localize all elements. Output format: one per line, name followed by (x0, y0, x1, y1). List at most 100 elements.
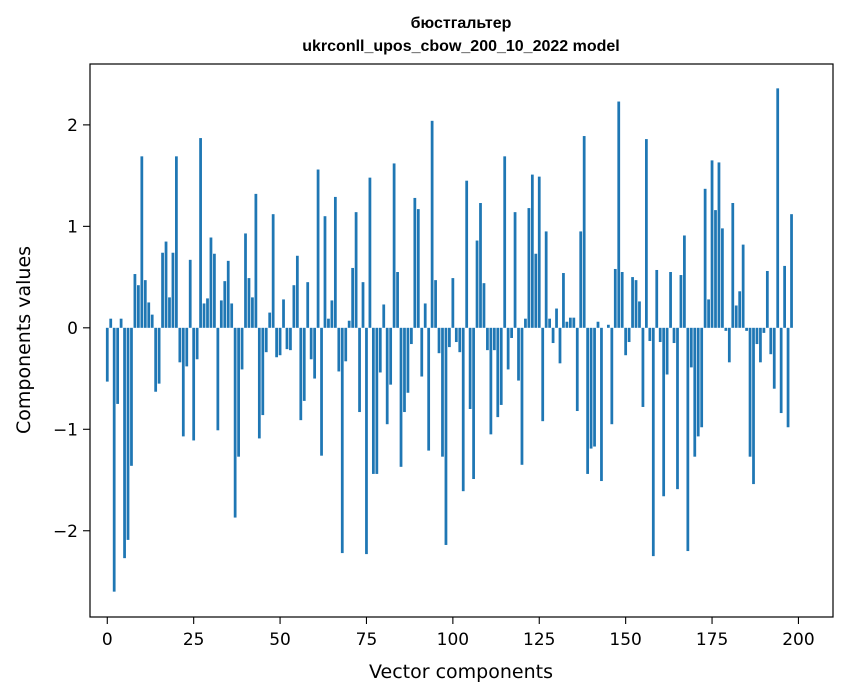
bar-74 (361, 282, 365, 328)
bar-73 (358, 327, 361, 413)
x-tick-label-3: 75 (356, 630, 378, 650)
bar-43 (254, 193, 258, 328)
bar-84 (396, 272, 399, 328)
bar-60 (313, 327, 317, 379)
bar-51 (282, 299, 285, 328)
bar-66 (333, 196, 337, 328)
bar-77 (371, 327, 375, 474)
bar-24 (188, 259, 192, 328)
bar-96 (437, 327, 441, 354)
bar-107 (475, 240, 479, 328)
bar-87 (406, 327, 410, 393)
bar-175 (710, 160, 714, 328)
y-axis-label: Components values (13, 246, 35, 434)
y-tick-label-1: −1 (53, 420, 78, 440)
bar-174 (707, 299, 710, 328)
bar-100 (451, 278, 455, 328)
bar-122 (527, 208, 531, 328)
bar-150 (624, 327, 628, 356)
bar-68 (340, 327, 344, 554)
bar-53 (289, 327, 292, 351)
bar-93 (427, 327, 431, 451)
bar-97 (441, 327, 444, 457)
bar-22 (181, 327, 185, 437)
bar-65 (330, 300, 334, 328)
bar-142 (596, 321, 600, 328)
bar-179 (724, 327, 728, 331)
bar-series (105, 88, 793, 592)
x-tick-label-8: 200 (782, 630, 814, 650)
bar-88 (410, 327, 413, 345)
bar-36 (230, 303, 234, 328)
bar-81 (385, 327, 389, 425)
bar-140 (589, 327, 593, 449)
bar-139 (586, 327, 590, 474)
x-tick-label-4: 100 (437, 630, 469, 650)
bar-128 (548, 318, 551, 328)
bar-177 (717, 162, 721, 328)
chart-title-line1: бюстгальтер (411, 15, 512, 32)
bar-141 (593, 327, 596, 447)
bar-193 (772, 327, 776, 389)
bar-101 (454, 327, 458, 343)
bar-59 (309, 327, 313, 360)
bar-127 (544, 231, 548, 328)
bar-137 (579, 231, 583, 328)
x-tick-label-5: 125 (523, 630, 555, 650)
bar-50 (278, 327, 282, 356)
bar-171 (696, 327, 700, 437)
bar-160 (658, 327, 662, 343)
bar-30 (209, 237, 213, 328)
x-tick-label-0: 0 (102, 630, 113, 650)
bar-159 (655, 269, 659, 328)
bar-21 (178, 327, 182, 363)
bar-25 (192, 327, 196, 441)
bar-75 (365, 327, 368, 555)
bar-162 (665, 327, 669, 375)
bar-52 (285, 327, 289, 350)
bar-108 (479, 203, 482, 328)
x-tick-label-6: 150 (609, 630, 641, 650)
bar-12 (147, 302, 151, 328)
bar-133 (565, 321, 569, 328)
bar-39 (240, 327, 244, 370)
bar-47 (268, 312, 272, 328)
bar-70 (347, 320, 351, 328)
bar-145 (606, 324, 610, 328)
bar-26 (195, 327, 199, 360)
bar-13 (150, 314, 154, 328)
y-axis-ticks: −2 −1 0 1 2 (53, 116, 90, 542)
bar-5 (123, 327, 126, 559)
bar-156 (645, 139, 648, 328)
bar-19 (171, 252, 175, 328)
x-axis-label: Vector components (369, 661, 553, 683)
y-tick-label-2: 0 (67, 319, 78, 339)
bar-173 (703, 188, 707, 328)
bar-189 (759, 327, 762, 363)
bar-37 (233, 327, 237, 518)
bar-38 (237, 327, 240, 457)
bar-40 (244, 233, 247, 328)
bar-27 (199, 138, 202, 328)
bar-46 (264, 327, 268, 353)
bar-83 (392, 163, 396, 328)
bar-153 (634, 280, 638, 328)
bar-180 (727, 327, 731, 363)
bar-3 (116, 327, 120, 404)
bar-185 (745, 327, 748, 331)
bar-190 (762, 327, 766, 333)
bar-82 (389, 327, 393, 385)
bar-35 (226, 260, 230, 328)
bar-170 (693, 327, 697, 457)
bar-184 (741, 244, 745, 328)
bar-111 (489, 327, 493, 435)
bar-55 (295, 255, 299, 328)
bar-182 (734, 305, 738, 328)
bar-18 (168, 297, 171, 328)
bar-165 (676, 327, 679, 490)
bar-194 (776, 88, 780, 328)
bar-56 (299, 327, 303, 421)
bar-148 (617, 101, 621, 328)
bar-1 (109, 318, 113, 328)
